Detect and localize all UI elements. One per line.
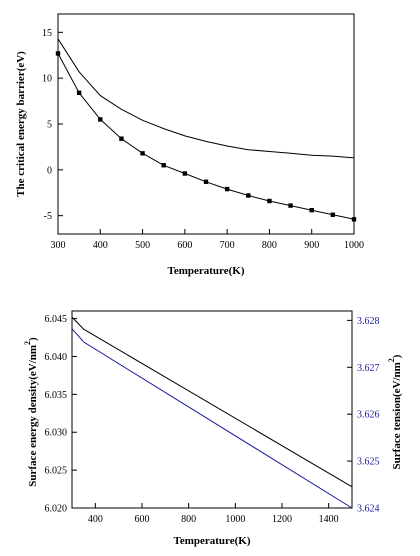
- data-point: [55, 51, 61, 56]
- data-point: [76, 90, 82, 96]
- data-point: [119, 136, 124, 141]
- x-tick-label: 1000: [344, 240, 364, 251]
- right-y-tick-label: 3.624: [357, 504, 380, 515]
- right-y-axis-label: Surface tension(eV/nm2): [387, 354, 403, 469]
- y-tick-label: 0: [47, 165, 52, 176]
- x-tick-label: 900: [304, 240, 319, 251]
- x-axis-label: Temperature(K): [174, 535, 251, 547]
- data-point: [351, 217, 357, 222]
- right-y-tick-label: 3.626: [357, 410, 380, 421]
- series-line-right: [71, 328, 353, 509]
- data-point: [267, 198, 272, 204]
- left-y-tick-label: 6.025: [45, 466, 68, 477]
- right-y-axis-label-text: Surface tension(eV/nm: [391, 362, 403, 469]
- left-y-tick-label: 6.040: [45, 352, 68, 363]
- left-y-tick-label: 6.030: [45, 428, 68, 439]
- y-tick-label: -5: [44, 211, 52, 222]
- right-y-tick-label: 3.627: [357, 363, 380, 374]
- left-y-axis-label-tail: ): [27, 337, 39, 341]
- y-tick-label: 5: [47, 120, 52, 131]
- series-layer: [55, 38, 357, 222]
- series-layer: [71, 316, 353, 509]
- data-point: [288, 203, 293, 208]
- right-y-tick-label: 3.625: [357, 457, 380, 468]
- x-tick-label: 1000: [225, 514, 245, 525]
- data-point: [161, 163, 166, 168]
- data-point: [309, 207, 314, 213]
- x-tick-label: 600: [177, 240, 192, 251]
- x-tick-label: 300: [51, 240, 66, 251]
- x-axis-label: Temperature(K): [168, 265, 245, 277]
- left-y-axis-label-text: Surface energy density(eV/nm: [27, 345, 39, 487]
- data-point: [246, 193, 251, 198]
- y-axis: -5 0 5 10 15: [42, 28, 63, 222]
- plot-frame: [71, 310, 353, 509]
- x-tick-label: 400: [93, 240, 108, 251]
- data-point: [224, 186, 230, 192]
- chart-top: 300 400 500 600 700 800 900 1000 -5 0 5 10 15 Tempe…: [15, 13, 364, 277]
- y-tick-label: 10: [42, 74, 52, 85]
- series-line: [57, 38, 355, 159]
- left-y-tick-label: 6.045: [45, 314, 68, 325]
- left-y-tick-label: 6.020: [45, 504, 68, 515]
- x-tick-label: 800: [181, 514, 196, 525]
- x-tick-label: 1400: [319, 514, 339, 525]
- series-line-left: [71, 316, 353, 488]
- y-tick-label: 15: [42, 28, 52, 39]
- x-tick-label: 400: [88, 514, 103, 525]
- right-y-tick-label: 3.628: [357, 316, 380, 327]
- data-point: [330, 212, 336, 217]
- plot-frame: [57, 13, 355, 235]
- series-line: [57, 53, 355, 220]
- x-tick-label: 600: [135, 514, 150, 525]
- data-point: [98, 117, 103, 122]
- x-tick-label: 1200: [272, 514, 292, 525]
- x-axis: 400 600 800 1000 1200 1400: [88, 503, 339, 525]
- left-y-axis-label-sup: 2: [23, 341, 32, 345]
- right-y-axis-label-sup: 2: [387, 358, 396, 362]
- x-axis: 300 400 500 600 700 800 900 1000: [51, 229, 364, 251]
- series-1: [57, 38, 355, 159]
- left-y-tick-label: 6.035: [45, 390, 68, 401]
- data-point: [203, 179, 209, 184]
- left-y-axis-label: Surface energy density(eV/nm2): [23, 337, 39, 487]
- x-tick-label: 500: [135, 240, 150, 251]
- data-point: [140, 151, 145, 156]
- x-tick-label: 800: [262, 240, 277, 251]
- chart-bottom: 400 600 800 1000 1200 1400 6.0206.0256.0306.0…: [23, 310, 403, 547]
- right-y-axis-label-tail: ): [391, 354, 403, 358]
- y-axis-label: The critical energy barrier(eV): [15, 51, 27, 197]
- left-y-axis: 6.020 6.025 6.030 6.035 6.040 6.045: [45, 314, 77, 515]
- x-tick-label: 700: [220, 240, 235, 251]
- series-2: [55, 51, 357, 222]
- data-point: [182, 171, 188, 176]
